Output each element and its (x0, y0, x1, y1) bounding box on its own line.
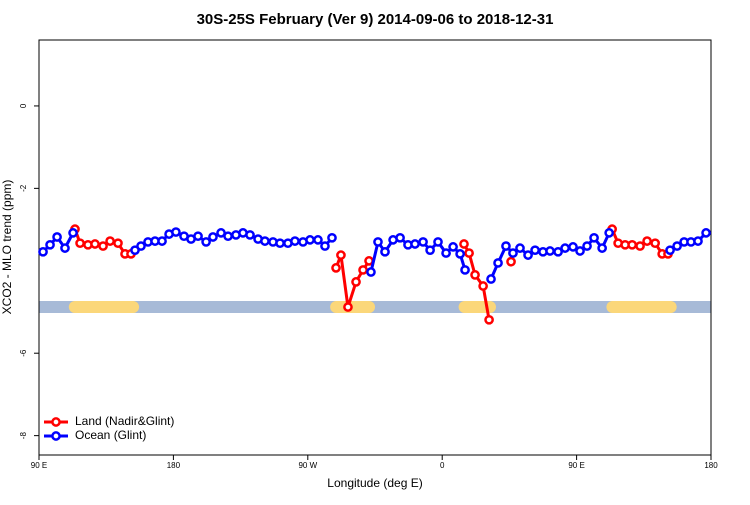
data-point (327, 232, 337, 243)
data-point (478, 281, 488, 291)
data-point (136, 241, 146, 251)
data-point (672, 241, 682, 251)
data-point (493, 258, 503, 268)
data-point (508, 248, 518, 258)
x-axis-label: Longitude (deg E) (327, 476, 422, 490)
data-point (358, 265, 368, 275)
data-point (208, 232, 218, 242)
data-point (486, 274, 496, 284)
data-point (515, 243, 525, 253)
data-point (597, 243, 607, 253)
data-point (336, 250, 346, 260)
data-point (98, 241, 108, 251)
data-point (568, 242, 578, 252)
data-point (530, 245, 540, 256)
data-point (575, 246, 585, 256)
data-point (201, 237, 211, 247)
data-point (425, 245, 435, 256)
data-point (245, 230, 255, 240)
data-point (627, 239, 638, 250)
data-point (105, 236, 115, 246)
data-point (545, 246, 555, 256)
data-point (38, 246, 48, 257)
y-tick-label: -2 (19, 184, 28, 192)
data-point (313, 235, 323, 245)
data-point (501, 241, 511, 251)
data-point (650, 238, 660, 249)
data-point (589, 232, 599, 243)
data-point (523, 250, 533, 260)
x-tick-label: 0 (440, 461, 445, 470)
y-tick-label: -8 (19, 432, 28, 440)
data-point (484, 314, 494, 325)
data-point (320, 241, 330, 251)
data-point (305, 235, 315, 245)
data-point (582, 241, 592, 251)
y-tick-label: -6 (19, 349, 28, 357)
data-point (290, 236, 300, 246)
data-point (113, 238, 123, 249)
chart-title: 30S-25S February (Ver 9) 2014-09-06 to 2… (197, 11, 554, 28)
data-point (553, 246, 563, 257)
data-point (701, 228, 711, 238)
data-point (560, 243, 570, 253)
data-point (275, 238, 285, 249)
data-point (448, 242, 458, 252)
data-point (433, 237, 443, 247)
data-point (45, 239, 55, 250)
x-tick-label: 180 (704, 461, 718, 470)
data-point (460, 265, 470, 275)
x-tick-label: 90 W (298, 461, 317, 470)
data-point (193, 231, 203, 242)
data-point (90, 239, 100, 249)
data-point (75, 238, 85, 249)
data-point (642, 236, 652, 246)
plot-frame (38, 39, 712, 456)
data-point (604, 228, 615, 238)
data-point (60, 243, 70, 253)
data-point (223, 231, 233, 242)
data-point (343, 302, 353, 312)
data-point (260, 236, 270, 246)
legend-marker (51, 431, 61, 441)
data-point (157, 236, 167, 246)
legend-label: Ocean (Glint) (75, 428, 146, 442)
x-tick-label: 90 E (31, 461, 47, 470)
y-axis-label: XCO2 - MLO trend (ppm) (0, 180, 14, 315)
data-point (635, 241, 645, 251)
data-point (441, 248, 451, 258)
data-point (464, 248, 474, 258)
data-point (351, 277, 361, 287)
data-point (68, 228, 78, 238)
x-tick-label: 90 E (568, 461, 584, 470)
y-tick-label: 0 (19, 103, 28, 108)
data-point (459, 239, 469, 249)
data-point (665, 245, 675, 256)
data-point (52, 232, 62, 242)
data-point (373, 237, 383, 247)
data-point (418, 237, 428, 247)
data-point (470, 270, 480, 280)
legend-marker (51, 417, 61, 427)
data-point (171, 227, 181, 237)
data-point (380, 246, 390, 257)
x-tick-label: 180 (167, 461, 181, 470)
data-point (331, 263, 341, 273)
data-point (693, 236, 703, 246)
data-point (506, 256, 516, 267)
data-point (410, 239, 420, 249)
data-point (395, 232, 405, 243)
data-point (455, 249, 465, 259)
data-point (366, 267, 376, 277)
legend-label: Land (Nadir&Glint) (75, 414, 174, 428)
